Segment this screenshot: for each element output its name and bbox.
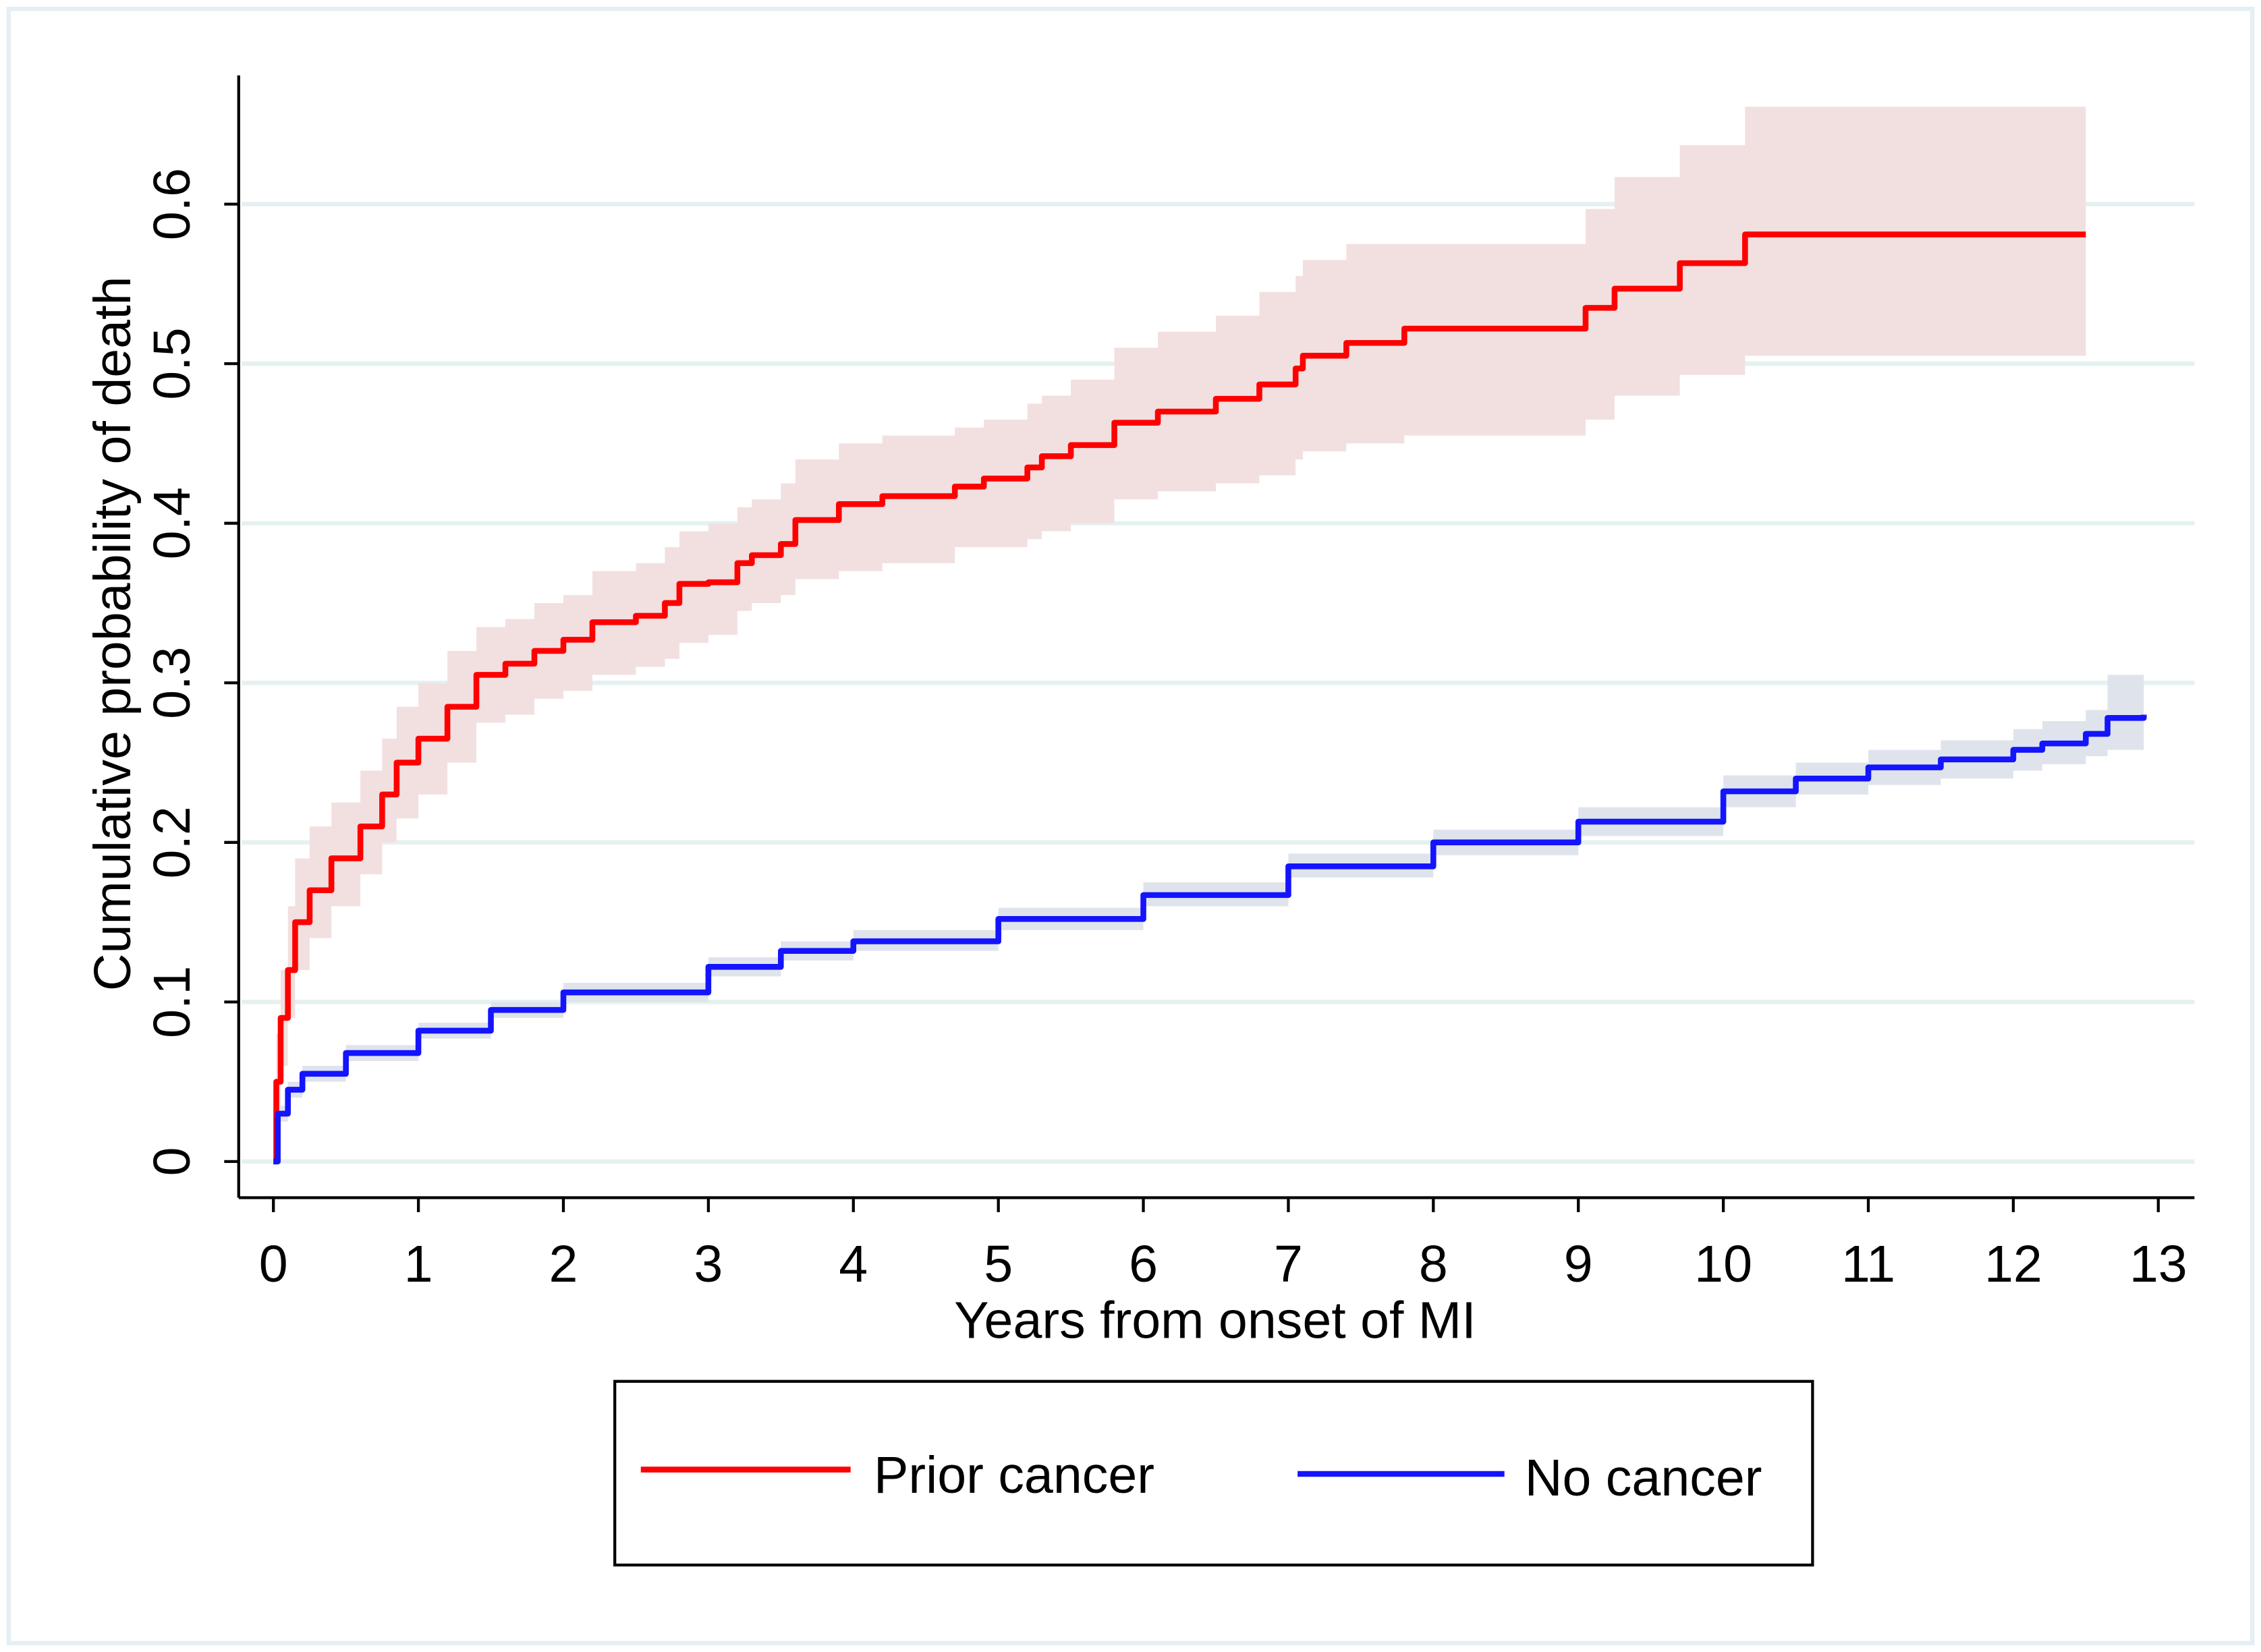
series-line-0 xyxy=(273,231,2086,1165)
y-tick-label: 0.4 xyxy=(143,487,201,559)
series-lines xyxy=(273,231,2147,1165)
legend: Prior cancer No cancer xyxy=(613,1379,1814,1567)
y-tick-label: 0.5 xyxy=(143,328,201,400)
x-tick-label: 8 xyxy=(1419,1235,1448,1293)
x-axis-label: Years from onset of MI xyxy=(954,1291,1476,1349)
x-tick-label: 13 xyxy=(2129,1235,2187,1293)
y-tick-label: 0.1 xyxy=(143,966,201,1038)
confidence-band-0 xyxy=(273,107,2086,1162)
confidence-bands xyxy=(273,107,2144,1162)
legend-label-prior-cancer: Prior cancer xyxy=(874,1446,1154,1504)
y-tick-label: 0.6 xyxy=(143,168,201,240)
x-tick-label: 4 xyxy=(839,1235,868,1293)
y-tick-label: 0.2 xyxy=(143,806,201,878)
x-tick-label: 7 xyxy=(1274,1235,1303,1293)
legend-label-no-cancer: No cancer xyxy=(1525,1449,1762,1507)
x-tick-label: 0 xyxy=(259,1235,288,1293)
y-tick-label: 0.3 xyxy=(143,647,201,719)
series-line-1 xyxy=(273,714,2147,1165)
x-tick-label: 3 xyxy=(694,1235,723,1293)
x-tick-label: 10 xyxy=(1694,1235,1752,1293)
y-ticks: 0 0.1 0.2 0.3 0.4 0.5 0.6 xyxy=(143,168,239,1176)
x-tick-label: 9 xyxy=(1564,1235,1593,1293)
x-tick-label: 12 xyxy=(1984,1235,2042,1293)
y-tick-label: 0 xyxy=(143,1147,201,1176)
x-tick-label: 1 xyxy=(404,1235,433,1293)
x-tick-label: 2 xyxy=(549,1235,578,1293)
x-tick-label: 6 xyxy=(1129,1235,1158,1293)
y-axis-label: Cumulative probability of death xyxy=(84,277,142,992)
x-tick-label: 5 xyxy=(984,1235,1013,1293)
x-ticks: 0 1 2 3 4 5 6 7 8 9 10 11 12 13 xyxy=(259,1197,2187,1293)
legend-box xyxy=(613,1379,1814,1567)
x-tick-label: 11 xyxy=(1841,1235,1895,1293)
